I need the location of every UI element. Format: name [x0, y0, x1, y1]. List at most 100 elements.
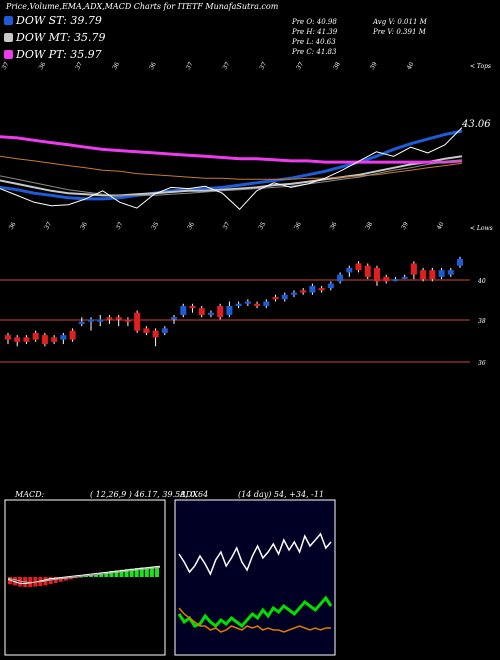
legend-swatch-dow-mt [4, 33, 13, 42]
candle-body [5, 335, 11, 340]
price-tick-label: 38 [478, 318, 486, 325]
candle-body [300, 290, 307, 293]
macd-histogram-bar [48, 577, 53, 585]
stat-high: Pre H: 41.39 [292, 28, 338, 36]
candle-body [337, 274, 344, 282]
macd-histogram-bar [119, 569, 124, 577]
ema-bottom-tick-label: 36 [186, 221, 196, 231]
candle-body [134, 312, 141, 331]
candle-body [244, 301, 251, 304]
ema-tops-label: < Tops [470, 63, 491, 70]
ema-top-tick-label: 38 [332, 61, 342, 71]
price-tick-label: 36 [478, 360, 486, 367]
ema-series-line [0, 155, 463, 197]
candle-body [235, 303, 242, 306]
adx-series-line [178, 532, 332, 576]
candle-body [290, 292, 297, 295]
ema-bottom-tick-label: 36 [293, 221, 303, 231]
candle-body [88, 319, 95, 322]
ema-top-tick-label: 37 [74, 61, 84, 71]
candle-body [254, 303, 261, 306]
candle-body [14, 337, 21, 342]
macd-histogram-bar [129, 568, 134, 577]
ema-top-tick-label: 36 [111, 61, 121, 71]
macd-histogram-bar [18, 577, 23, 587]
ema-top-tick-label: 37 [1, 61, 11, 71]
ema-bottom-tick-label: 38 [364, 221, 374, 231]
macd-panel [4, 499, 166, 656]
price-tick-label: 40 [477, 278, 486, 285]
ema-bottom-tick-label: 36 [8, 221, 18, 231]
ema-top-tick-label: 37 [185, 61, 195, 71]
ema-bottom-tick-label: 36 [329, 221, 339, 231]
macd-params: ( 12,26,9 ) 46.17, 39.58, 0.64 [90, 490, 209, 499]
candle-body [23, 337, 30, 342]
stat-low: Pre L: 40.63 [292, 38, 336, 46]
ema-lows-label: < Lows [470, 225, 493, 232]
macd-histogram-bar [63, 577, 68, 581]
adx-series-line [177, 595, 333, 629]
legend-dow-st: DOW ST: 39.79 [4, 14, 102, 27]
candle-body [60, 335, 67, 340]
candle-body [364, 265, 371, 277]
ema-series-line [0, 127, 463, 211]
ema-bottom-tick-label: 37 [222, 221, 232, 231]
macd-label: MACD: [15, 490, 45, 499]
candle-body [226, 306, 233, 315]
macd-histogram-bar [144, 567, 149, 577]
candle-body [152, 330, 159, 338]
candle-body [78, 321, 85, 324]
adx-series-line [178, 607, 331, 633]
candle-body [281, 294, 288, 300]
candle-body [392, 279, 399, 282]
candle-body [346, 267, 353, 273]
adx-label: ADX [180, 490, 198, 499]
macd-histogram-bar [78, 577, 83, 578]
macd-histogram-bar [124, 569, 129, 577]
ema-top-tick-label: 37 [258, 61, 268, 71]
ema-top-tick-label: 37 [295, 61, 305, 71]
candle-body [69, 330, 76, 340]
macd-histogram-bar [13, 577, 18, 586]
stat-avg-volume: Avg V: 0.011 M [373, 18, 427, 26]
ema-bottom-tick-label: 37 [43, 221, 53, 231]
macd-histogram-bar [99, 573, 104, 577]
ema-bottom-tick-label: 40 [436, 221, 446, 231]
ema-series-line [0, 129, 463, 201]
ema-bottom-tick-label: 37 [115, 221, 125, 231]
stat-open: Pre O: 40.98 [292, 18, 337, 26]
ema-series-line [0, 135, 463, 164]
candle-body [309, 285, 316, 293]
macd-histogram-bar [89, 575, 94, 577]
macd-histogram-bar [104, 572, 109, 577]
ema-bottom-tick-label: 35 [257, 221, 267, 231]
candle-body [106, 317, 113, 320]
ema-series-line [0, 155, 463, 180]
macd-histogram-bar [58, 577, 63, 582]
legend-label-dow-st: DOW ST: 39.79 [16, 14, 102, 27]
candle-body [32, 332, 39, 340]
ema-series-line [0, 159, 463, 196]
price-panel: 40 38 36 [0, 256, 486, 367]
macd-histogram-bar [68, 577, 73, 580]
candle-body [198, 308, 205, 315]
candle-body [41, 335, 48, 345]
ema-top-tick-label: 36 [148, 61, 158, 71]
candle-body [420, 270, 427, 280]
ema-bottom-tick-label: 39 [400, 221, 410, 231]
macd-histogram-bar [114, 570, 119, 577]
candle-body [207, 312, 214, 315]
candle-body [217, 306, 224, 318]
macd-histogram-bar [139, 567, 144, 577]
legend-swatch-dow-st [4, 16, 13, 25]
ema-bottom-tick-label: 36 [79, 221, 89, 231]
candle-body [410, 263, 417, 275]
legend-dow-mt: DOW MT: 35.79 [4, 31, 106, 44]
legend-label-dow-pt: DOW PT: 35.97 [16, 48, 102, 61]
ema-bottom-tick-label: 35 [150, 221, 160, 231]
candle-body [263, 301, 270, 306]
candle-body [161, 328, 168, 333]
candle-body [429, 270, 436, 280]
ema-top-tick-label: 37 [222, 61, 232, 71]
